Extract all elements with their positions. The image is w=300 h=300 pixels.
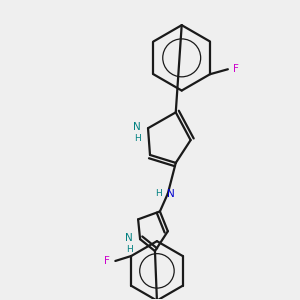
Text: N: N [167, 189, 175, 199]
Text: F: F [104, 256, 110, 266]
Text: N: N [125, 233, 133, 243]
Text: H: H [155, 189, 162, 198]
Text: F: F [233, 64, 239, 74]
Text: N: N [133, 122, 141, 132]
Text: H: H [134, 134, 140, 142]
Text: H: H [126, 244, 133, 253]
